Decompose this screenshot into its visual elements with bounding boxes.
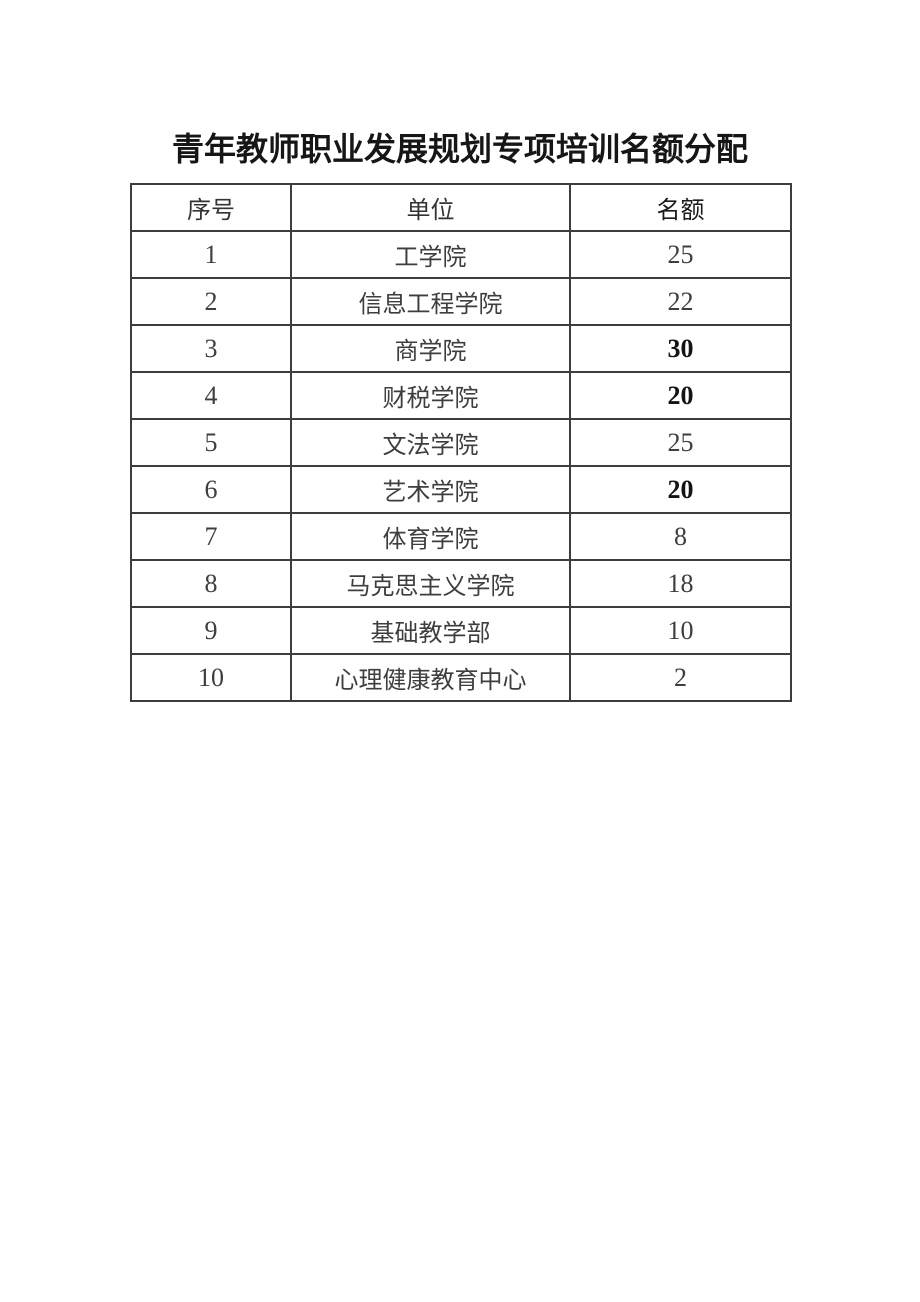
cell-serial: 5 — [130, 418, 292, 467]
cell-serial: 1 — [130, 230, 292, 279]
header-cell-quota: 名额 — [569, 183, 792, 232]
table-row: 2 信息工程学院 22 — [130, 277, 792, 326]
cell-quota: 8 — [569, 512, 792, 561]
cell-quota: 20 — [569, 465, 792, 514]
header-cell-serial: 序号 — [130, 183, 292, 232]
cell-unit: 基础教学部 — [290, 606, 571, 655]
cell-unit: 工学院 — [290, 230, 571, 279]
cell-serial: 7 — [130, 512, 292, 561]
cell-quota: 30 — [569, 324, 792, 373]
cell-quota: 20 — [569, 371, 792, 420]
cell-serial: 8 — [130, 559, 292, 608]
cell-quota: 18 — [569, 559, 792, 608]
table-row: 7 体育学院 8 — [130, 512, 792, 561]
table-row: 9 基础教学部 10 — [130, 606, 792, 655]
table-row: 8 马克思主义学院 18 — [130, 559, 792, 608]
cell-unit: 财税学院 — [290, 371, 571, 420]
cell-serial: 9 — [130, 606, 292, 655]
cell-unit: 体育学院 — [290, 512, 571, 561]
cell-serial: 10 — [130, 653, 292, 702]
cell-unit: 马克思主义学院 — [290, 559, 571, 608]
cell-unit: 艺术学院 — [290, 465, 571, 514]
cell-serial: 2 — [130, 277, 292, 326]
cell-unit: 商学院 — [290, 324, 571, 373]
quota-table: 序号 单位 名额 1 工学院 25 2 信息工程学院 22 3 商学院 30 4 财税学院 20 5 文法… — [130, 183, 792, 702]
table-row: 4 财税学院 20 — [130, 371, 792, 420]
cell-serial: 3 — [130, 324, 292, 373]
cell-quota: 22 — [569, 277, 792, 326]
document-title: 青年教师职业发展规划专项培训名额分配 — [171, 131, 748, 167]
table-row: 5 文法学院 25 — [130, 418, 792, 467]
cell-unit: 文法学院 — [290, 418, 571, 467]
table-row: 6 艺术学院 20 — [130, 465, 792, 514]
cell-quota: 25 — [569, 230, 792, 279]
table-row: 3 商学院 30 — [130, 324, 792, 373]
table-body: 1 工学院 25 2 信息工程学院 22 3 商学院 30 4 财税学院 20 5 文法学院 25 6 艺术学院… — [130, 230, 792, 702]
table-header-row: 序号 单位 名额 — [130, 183, 792, 232]
cell-serial: 6 — [130, 465, 292, 514]
cell-unit: 信息工程学院 — [290, 277, 571, 326]
table-row: 10 心理健康教育中心 2 — [130, 653, 792, 702]
cell-serial: 4 — [130, 371, 292, 420]
cell-quota: 10 — [569, 606, 792, 655]
cell-quota: 2 — [569, 653, 792, 702]
table-row: 1 工学院 25 — [130, 230, 792, 279]
cell-quota: 25 — [569, 418, 792, 467]
cell-unit: 心理健康教育中心 — [290, 653, 571, 702]
header-cell-unit: 单位 — [290, 183, 571, 232]
